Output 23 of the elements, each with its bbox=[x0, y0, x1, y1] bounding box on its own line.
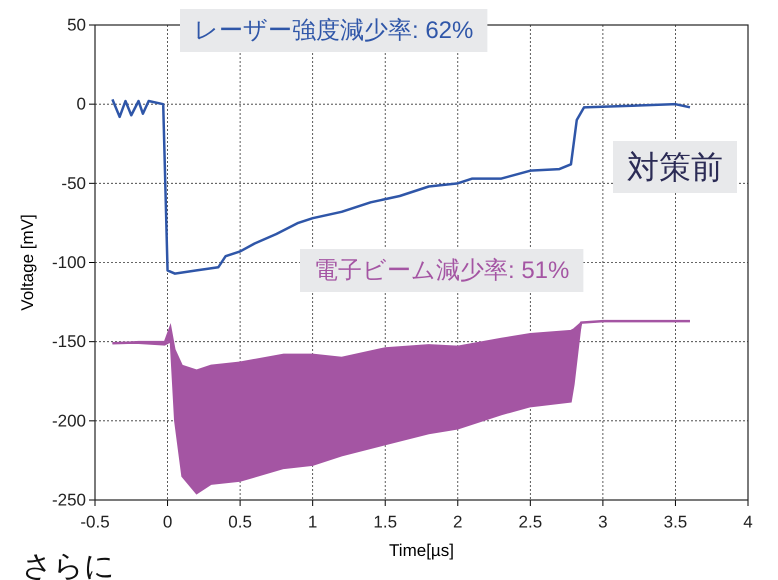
x-tick-label: 4 bbox=[743, 512, 753, 532]
x-tick-label: 1.5 bbox=[373, 512, 398, 532]
annotation: レーザー強度減少率: 62% bbox=[194, 17, 474, 44]
annotation: 電子ビーム減少率: 51% bbox=[314, 257, 570, 284]
y-tick-label: -250 bbox=[52, 490, 86, 510]
x-tick-label: 2.5 bbox=[518, 512, 542, 532]
x-tick-label: 0 bbox=[162, 512, 172, 532]
y-tick-label: 50 bbox=[67, 15, 86, 34]
x-axis-title: Time[µs] bbox=[389, 541, 454, 560]
x-tick-label: 0.5 bbox=[228, 512, 252, 532]
y-tick-label: 0 bbox=[76, 94, 86, 114]
x-tick-label: 1 bbox=[308, 512, 318, 532]
y-axis-title: Voltage [mV] bbox=[18, 214, 37, 311]
y-tick-label: -200 bbox=[52, 411, 86, 430]
x-tick-label: 3 bbox=[598, 512, 608, 532]
x-tick-label: 3.5 bbox=[664, 512, 688, 532]
x-tick-label: 2 bbox=[453, 512, 463, 532]
x-tick-label: -0.5 bbox=[80, 512, 110, 532]
text: さらに bbox=[22, 550, 115, 580]
annotation: 対策前 bbox=[627, 149, 723, 185]
y-tick-label: -100 bbox=[52, 252, 86, 272]
y-tick-label: -50 bbox=[61, 174, 86, 193]
y-tick-label: -150 bbox=[52, 332, 86, 352]
